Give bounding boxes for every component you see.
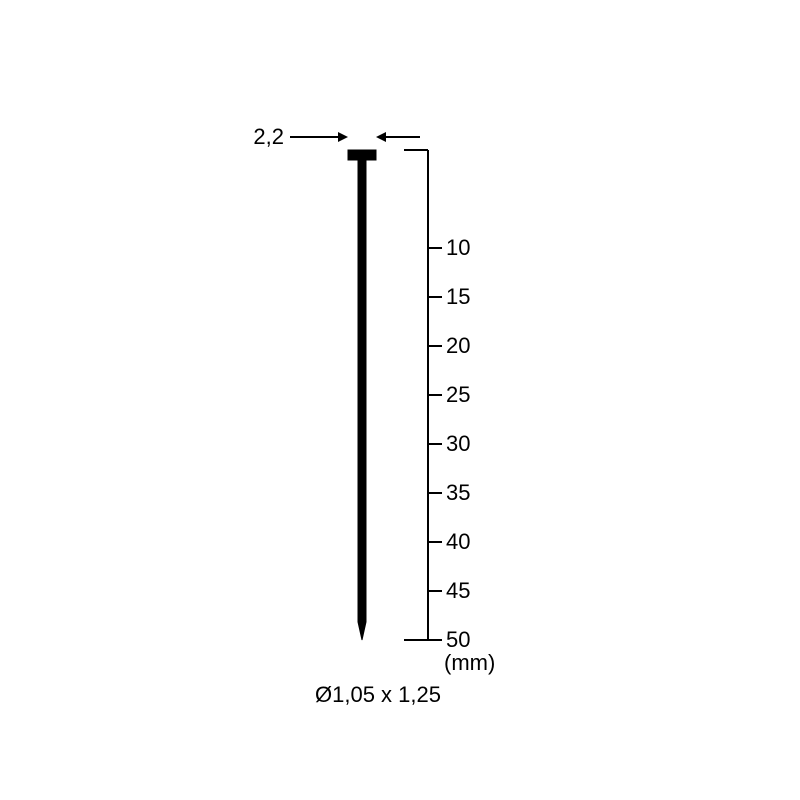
scale-tick-label: 10 — [446, 235, 470, 260]
width-arrowhead-right — [376, 132, 386, 142]
unit-label-text: (mm) — [444, 650, 495, 675]
scale-tick-label: 40 — [446, 529, 470, 554]
scale-tick-label: 50 — [446, 627, 470, 652]
scale-tick-label: 45 — [446, 578, 470, 603]
scale-tick-label: 30 — [446, 431, 470, 456]
head-width-value: 2,2 — [253, 124, 284, 149]
scale-tick-label: 35 — [446, 480, 470, 505]
nail-shape — [348, 150, 376, 640]
diameter-label-text: Ø1,05 x 1,25 — [315, 682, 441, 707]
scale-tick-label: 25 — [446, 382, 470, 407]
scale-tick-label: 20 — [446, 333, 470, 358]
width-arrowhead-left — [338, 132, 348, 142]
scale-tick-label: 15 — [446, 284, 470, 309]
